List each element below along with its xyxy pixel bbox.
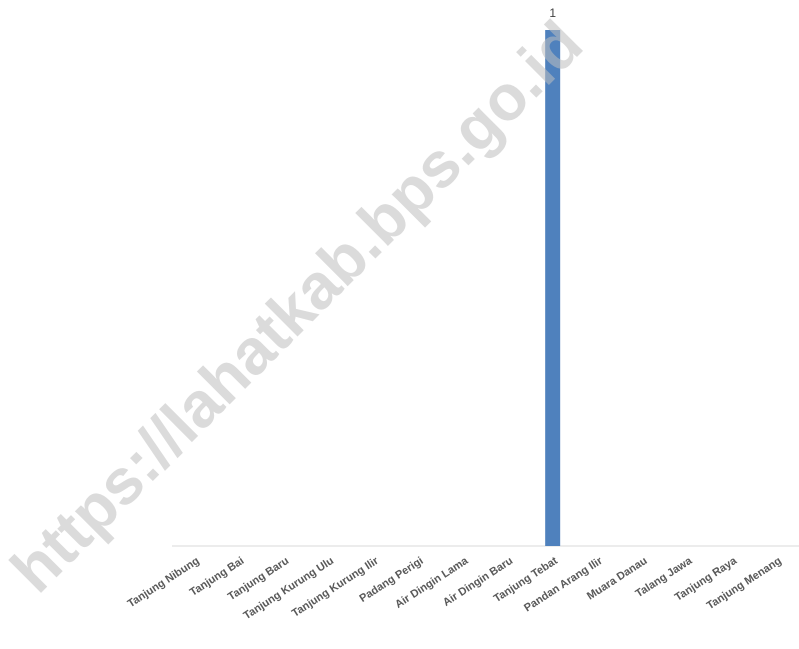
data-label: 1 bbox=[549, 6, 556, 20]
watermark: https://lahatkab.bps.go.id bbox=[0, 7, 596, 606]
x-tick-label: Tanjung Nibung bbox=[126, 555, 202, 610]
x-tick-label: Air Dingin Lama bbox=[393, 554, 471, 610]
x-tick-label: Pandan Arang Ilir bbox=[522, 555, 605, 615]
bar bbox=[545, 30, 561, 546]
x-tick-label: Tanjung Menang bbox=[705, 555, 784, 612]
